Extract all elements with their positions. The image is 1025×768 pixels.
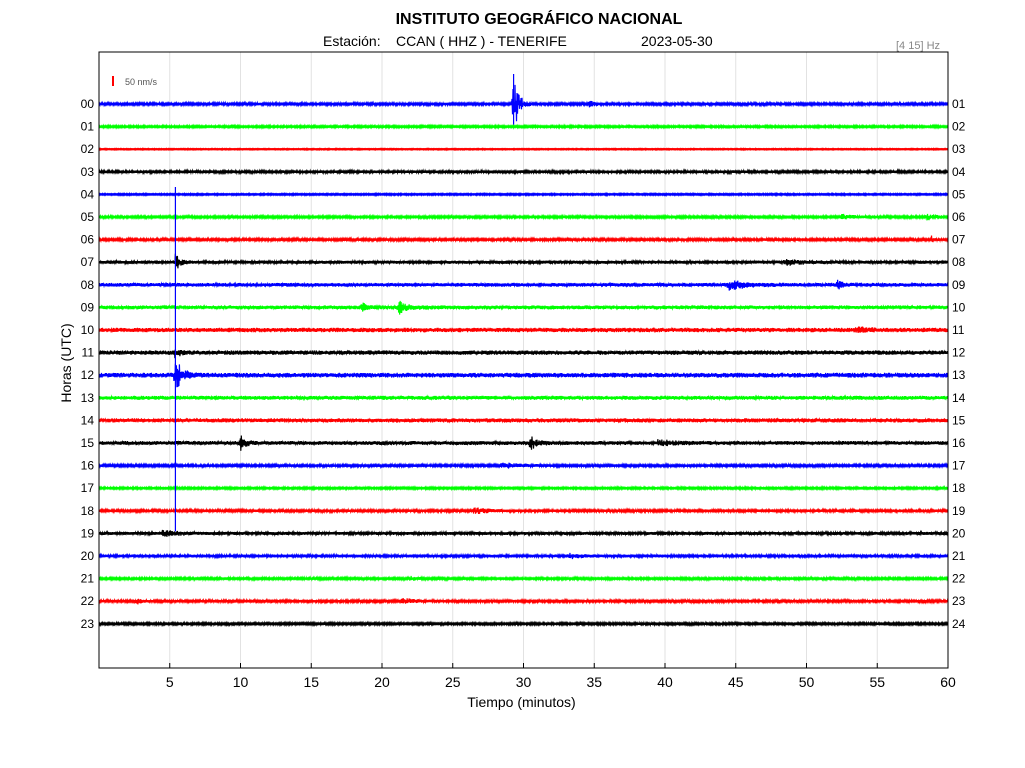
x-tick-label: 15 xyxy=(303,674,319,690)
event-spikes xyxy=(174,74,515,532)
right-hour-label: 12 xyxy=(952,346,966,360)
x-tick-label: 60 xyxy=(940,674,956,690)
left-hour-label: 18 xyxy=(81,504,95,518)
left-hour-label: 13 xyxy=(81,391,95,405)
station-value: CCAN ( HHZ ) - TENERIFE xyxy=(396,33,567,49)
left-hour-label: 23 xyxy=(81,617,95,631)
left-hour-label: 01 xyxy=(81,120,95,134)
right-hour-label: 09 xyxy=(952,278,966,292)
right-hour-label: 03 xyxy=(952,142,966,156)
right-hour-label: 21 xyxy=(952,549,966,563)
x-tick-label: 50 xyxy=(799,674,815,690)
x-tick-label: 55 xyxy=(869,674,885,690)
x-tick-label: 40 xyxy=(657,674,673,690)
x-tick-label: 5 xyxy=(166,674,174,690)
right-hour-label: 05 xyxy=(952,187,966,201)
right-hour-label: 24 xyxy=(952,617,966,631)
left-hour-label: 10 xyxy=(81,323,95,337)
seismic-traces xyxy=(98,84,949,628)
left-hour-label: 06 xyxy=(81,233,95,247)
left-hour-label: 02 xyxy=(81,142,95,156)
x-tick-label: 20 xyxy=(374,674,390,690)
left-hour-label: 19 xyxy=(81,526,95,540)
right-hour-label: 18 xyxy=(952,481,966,495)
left-hour-label: 00 xyxy=(81,97,95,111)
right-hour-label: 19 xyxy=(952,504,966,518)
right-hour-label: 16 xyxy=(952,436,966,450)
left-hour-label: 08 xyxy=(81,278,95,292)
left-hour-label: 11 xyxy=(82,346,95,360)
x-tick-label: 45 xyxy=(728,674,744,690)
left-hour-labels: 00 01 02 03 04 05 06 07 08 09 10 11 12 13 14 15 16 17 18 19… xyxy=(81,97,95,631)
grid-lines xyxy=(169,52,878,668)
right-hour-label: 17 xyxy=(952,459,966,473)
right-hour-label: 01 xyxy=(952,97,966,111)
left-hour-label: 22 xyxy=(81,594,95,608)
right-hour-label: 04 xyxy=(952,165,966,179)
x-axis-label: Tiempo (minutos) xyxy=(467,694,575,710)
left-hour-label: 12 xyxy=(81,368,95,382)
right-hour-label: 20 xyxy=(952,526,966,540)
right-hour-label: 06 xyxy=(952,210,966,224)
x-tick-label: 30 xyxy=(516,674,532,690)
right-hour-label: 15 xyxy=(952,413,966,427)
left-hour-label: 04 xyxy=(81,187,95,201)
x-tick-label: 35 xyxy=(586,674,602,690)
left-hour-label: 16 xyxy=(81,459,95,473)
scale-bar: 50 nm/s xyxy=(112,76,158,87)
x-tick-label: 25 xyxy=(445,674,461,690)
date-label: 2023-05-30 xyxy=(641,33,713,49)
y-axis-label: Horas (UTC) xyxy=(58,323,74,402)
left-hour-label: 14 xyxy=(81,413,95,427)
right-hour-label: 14 xyxy=(952,391,966,405)
left-hour-label: 15 xyxy=(81,436,95,450)
x-axis-ticks: 5 10 15 20 25 30 35 40 45 50 55 60 xyxy=(166,663,956,690)
subtitle: Estación: CCAN ( HHZ ) - TENERIFE 2023-0… xyxy=(0,33,1025,51)
right-hour-labels: 01 02 03 04 05 06 07 08 09 10 11 12 13 14 15 16 17 18 19 20… xyxy=(952,97,966,631)
left-hour-label: 03 xyxy=(81,165,95,179)
right-hour-label: 08 xyxy=(952,255,966,269)
right-hour-label: 02 xyxy=(952,120,966,134)
left-hour-label: 21 xyxy=(81,572,95,586)
left-hour-label: 05 xyxy=(81,210,95,224)
right-hour-label: 07 xyxy=(952,233,966,247)
page-title: INSTITUTO GEOGRÁFICO NACIONAL xyxy=(395,11,683,28)
left-hour-label: 09 xyxy=(81,300,95,314)
station-label: Estación: xyxy=(323,33,381,49)
frequency-band-label: [4 15] Hz xyxy=(896,40,941,52)
right-hour-label: 22 xyxy=(952,572,966,586)
left-hour-label: 17 xyxy=(81,481,95,495)
left-hour-label: 20 xyxy=(81,549,95,563)
left-hour-label: 07 xyxy=(81,255,95,269)
right-hour-label: 23 xyxy=(952,594,966,608)
right-hour-label: 11 xyxy=(952,323,965,337)
x-tick-label: 10 xyxy=(233,674,249,690)
scale-bar-label: 50 nm/s xyxy=(125,77,158,87)
right-hour-label: 13 xyxy=(952,368,966,382)
right-hour-label: 10 xyxy=(952,300,966,314)
